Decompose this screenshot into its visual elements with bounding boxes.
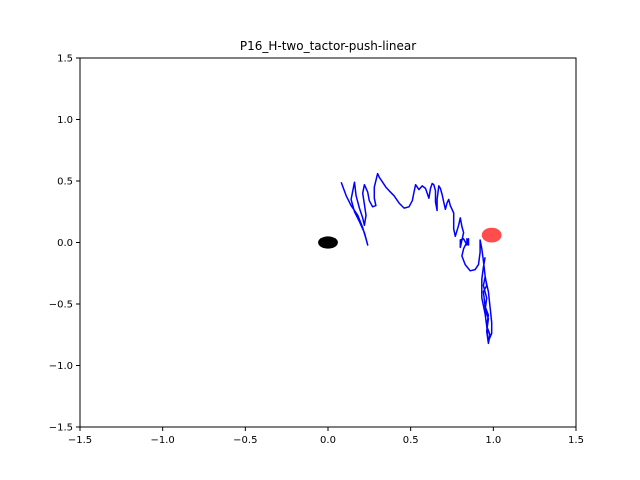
series-layer: [340, 172, 493, 345]
x-tick-label: 1.0: [485, 435, 501, 446]
marker-layer: [318, 227, 502, 249]
y-tick-label: −0.5: [49, 300, 73, 311]
x-tick-label: 1.5: [568, 435, 584, 446]
target-marker: [481, 227, 502, 243]
x-tick-label: 0.0: [320, 435, 336, 446]
trajectory-line-0: [340, 172, 493, 345]
start-marker: [318, 236, 338, 249]
y-tick-label: 1.5: [57, 54, 73, 65]
y-tick-label: −1.0: [49, 361, 73, 372]
x-tick-label: −0.5: [233, 435, 257, 446]
y-tick-label: 0.5: [57, 177, 73, 188]
y-axis: −1.5 −1.0 −0.5 0.0 0.5 1.0 1.5: [49, 54, 80, 434]
x-tick-label: 0.5: [403, 435, 419, 446]
x-tick-label: −1.5: [68, 435, 92, 446]
x-axis: −1.5 −1.0 −0.5 0.0 0.5 1.0 1.5: [68, 427, 584, 446]
y-tick-label: 1.0: [57, 115, 73, 126]
y-tick-label: 0.0: [57, 238, 73, 249]
x-tick-label: −1.0: [151, 435, 175, 446]
y-tick-label: −1.5: [49, 423, 73, 434]
chart-title: P16_H-two_tactor-push-linear: [240, 39, 416, 53]
